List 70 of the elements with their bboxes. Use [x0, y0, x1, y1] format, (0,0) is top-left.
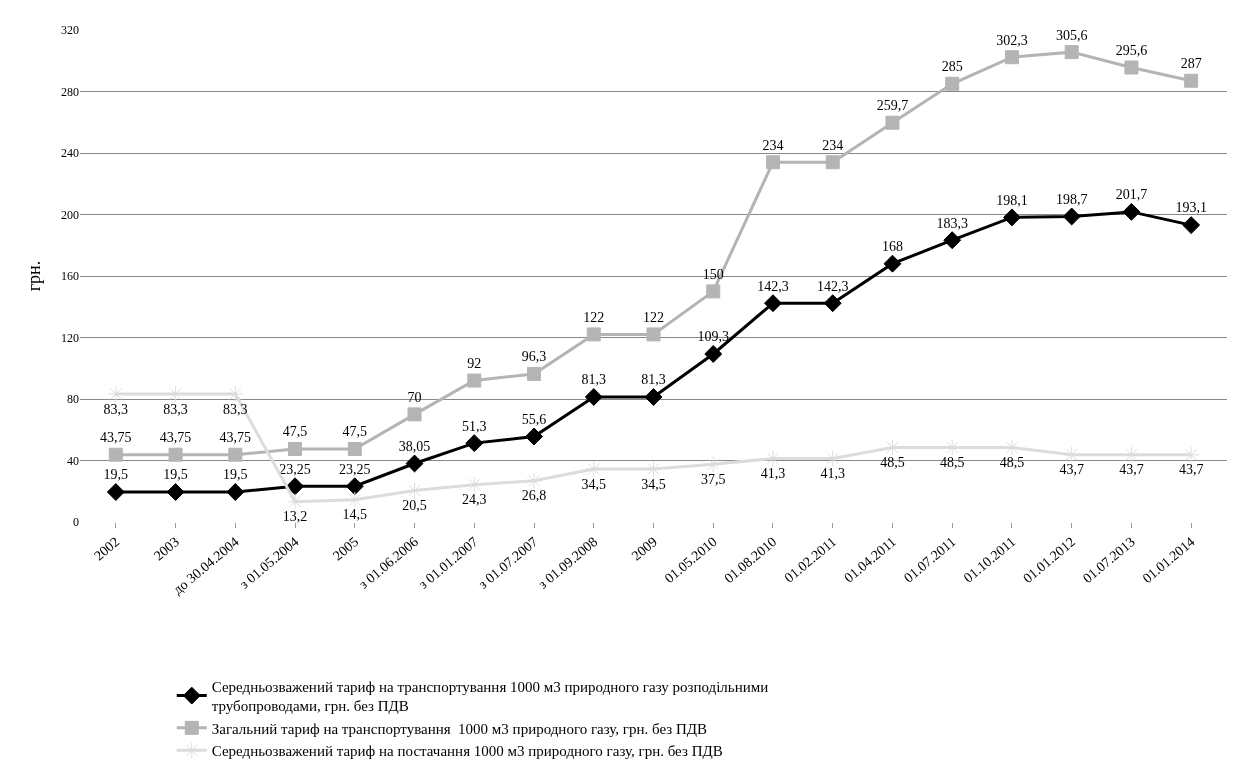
data-label: 285	[941, 59, 963, 75]
data-label: 47,5	[342, 424, 368, 440]
data-label: 305,6	[1055, 27, 1088, 43]
data-label: 142,3	[816, 278, 849, 294]
data-label: 302,3	[996, 32, 1028, 48]
data-label: 142,3	[757, 278, 789, 294]
data-label: 13,2	[282, 509, 308, 525]
data-label: 198,1	[996, 192, 1028, 208]
data-label: 295,6	[1115, 42, 1148, 58]
y-tick-label: 160	[61, 269, 79, 284]
legend-label: Середньозважений тариф на транспортування 1000 м3 природного газу розподільними трубопроводами, грн. без ПДВ	[211, 678, 769, 715]
data-label: 150	[702, 266, 724, 282]
data-label: 43,7	[1178, 462, 1204, 478]
data-label: 48,5	[880, 455, 905, 471]
y-tick-label: 40	[67, 453, 79, 468]
data-label: 48,5	[999, 455, 1025, 471]
data-label: 26,8	[521, 488, 547, 504]
y-tick-label: 240	[61, 146, 79, 161]
data-label: 19,5	[223, 467, 248, 483]
data-label: 43,7	[1119, 462, 1144, 478]
data-label: 234	[762, 137, 784, 153]
data-label: 81,3	[581, 372, 607, 388]
data-label: 92	[467, 355, 482, 371]
data-label: 168	[881, 239, 903, 255]
data-label: 83,3	[163, 401, 188, 417]
data-label: 19,5	[163, 467, 188, 483]
data-label: 34,5	[581, 476, 607, 492]
data-label: 14,5	[342, 507, 368, 523]
y-tick-label: 320	[61, 23, 79, 38]
data-label: 122	[583, 309, 605, 325]
data-label: 43,75	[159, 430, 192, 446]
data-label: 96,3	[521, 349, 547, 365]
data-label: 43,7	[1059, 462, 1084, 478]
data-label: 38,05	[398, 438, 431, 454]
data-label: 55,6	[521, 411, 547, 427]
y-tick-label: 80	[67, 392, 79, 407]
data-label: 122	[643, 309, 664, 325]
legend-label: Середньозважений тариф на постачання 1000 м3 природного газу, грн. без ПДВ	[211, 743, 723, 760]
data-label: 41,3	[820, 466, 845, 482]
data-label: 51,3	[462, 418, 487, 434]
data-label: 198,7	[1055, 191, 1088, 207]
data-label: 259,7	[876, 98, 909, 114]
data-label: 37,5	[700, 471, 726, 487]
data-label: 41,3	[760, 466, 786, 482]
data-label: 287	[1180, 56, 1202, 72]
data-label: 201,7	[1115, 187, 1148, 203]
legend-label: Загальний тариф на транспортування 1000 м3 природного газу, грн. без ПДВ	[211, 720, 708, 737]
data-label: 70	[407, 389, 422, 405]
data-label: 83,3	[223, 401, 248, 417]
y-tick-label: 280	[61, 84, 79, 99]
data-label: 193,1	[1175, 200, 1207, 216]
data-label: 43,75	[100, 430, 132, 446]
data-label: 234	[822, 137, 844, 153]
data-label: 23,25	[279, 461, 311, 477]
y-tick-label: 0	[73, 515, 79, 530]
data-label: 48,5	[939, 455, 965, 471]
data-label: 183,3	[936, 215, 968, 231]
y-tick-label: 120	[61, 330, 79, 345]
data-label: 109,3	[697, 329, 729, 345]
data-label: 47,5	[282, 424, 308, 440]
data-label: 81,3	[641, 372, 666, 388]
y-tick-label: 200	[61, 207, 79, 222]
data-label: 24,3	[462, 492, 487, 508]
data-label: 20,5	[402, 498, 427, 514]
data-label: 23,25	[339, 461, 371, 477]
y-axis-title: грн.	[24, 260, 45, 292]
data-label: 43,75	[219, 430, 252, 446]
data-label: 83,3	[103, 401, 129, 417]
data-label: 34,5	[641, 476, 666, 492]
data-label: 19,5	[103, 467, 129, 483]
